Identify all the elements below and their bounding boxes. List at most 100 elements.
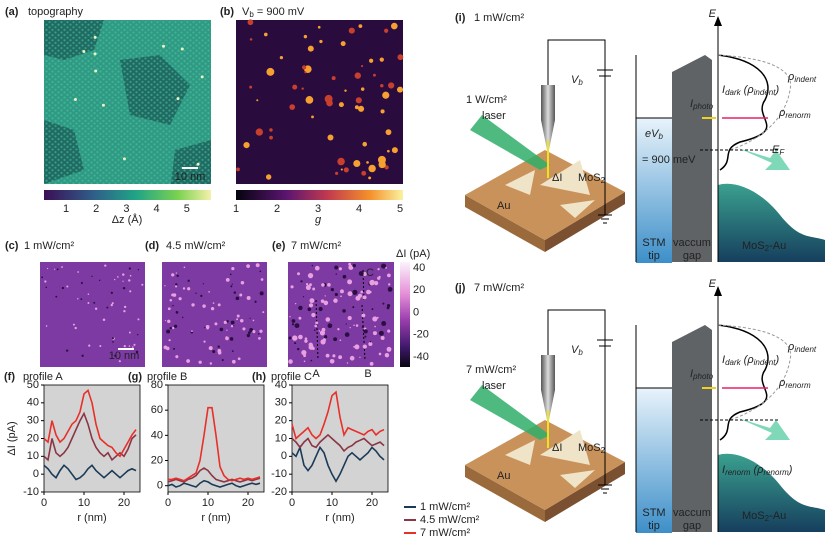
- colorbar-label: Δz (Å): [112, 213, 143, 226]
- bright-spot: [397, 54, 404, 61]
- laser-power: 7 mW/cm²: [466, 364, 516, 376]
- noise-spot: [212, 302, 215, 304]
- text-part: V: [242, 6, 250, 18]
- tip-band: [636, 118, 672, 263]
- subscript: F: [779, 148, 785, 157]
- y-tick-label: 60: [151, 404, 163, 416]
- noise-spot: [114, 278, 116, 281]
- data-line: [167, 479, 261, 488]
- noise-spot: [110, 291, 113, 294]
- noise-spot: [365, 346, 368, 348]
- noise-spot: [301, 349, 307, 356]
- noise-spot: [236, 318, 239, 321]
- noise-spot: [347, 316, 352, 321]
- bright-spot: [380, 109, 385, 114]
- subscript: b: [578, 348, 583, 357]
- bright-spot: [301, 87, 304, 90]
- noise-spot: [363, 329, 368, 334]
- noise-spot: [225, 277, 230, 282]
- noise-spot: [123, 310, 126, 313]
- panel-title: 4.5 mW/cm²: [166, 240, 226, 252]
- bright-spot: [343, 167, 349, 173]
- noise-spot: [259, 329, 263, 333]
- noise-spot: [44, 280, 47, 283]
- noise-spot: [174, 285, 178, 288]
- noise-spot: [360, 290, 364, 294]
- noise-spot: [169, 326, 172, 330]
- noise-spot: [129, 274, 132, 277]
- noise-spot: [249, 317, 251, 319]
- dos-indent: [717, 54, 792, 151]
- text-part: E: [772, 144, 780, 156]
- chart-title: profile A: [23, 371, 63, 383]
- noise-spot: [260, 278, 264, 281]
- noise-spot: [136, 333, 139, 336]
- text-part: (ρ: [741, 354, 754, 366]
- noise-spot: [198, 360, 202, 364]
- laser-power: 1 W/cm²: [466, 94, 507, 106]
- noise-spot: [291, 323, 295, 326]
- noise-spot: [167, 319, 171, 324]
- current-label: ΔI: [552, 442, 562, 454]
- x-axis-label: r (nm): [201, 512, 230, 524]
- noise-spot: [374, 325, 376, 328]
- colorbar-a: [44, 190, 211, 200]
- noise-spot: [191, 330, 193, 332]
- bright-spot: [386, 149, 390, 153]
- noise-spot: [346, 362, 349, 364]
- bias-energy: eVb: [645, 128, 663, 141]
- noise-spot: [342, 274, 347, 279]
- region-label: vaccum: [673, 237, 711, 249]
- x-tick-label: 20: [242, 497, 254, 509]
- noise-spot: [311, 264, 314, 267]
- noise-spot: [255, 263, 260, 268]
- laser-beam: [470, 385, 550, 440]
- noise-spot: [294, 342, 297, 345]
- colorbar-tick: 0: [413, 306, 419, 318]
- y-tick-label: 40: [151, 429, 163, 441]
- y-axis-label: ΔI (pA): [6, 421, 18, 455]
- noise-spot: [164, 319, 167, 322]
- bright-spot: [391, 147, 398, 154]
- noise-spot: [372, 316, 378, 322]
- noise-spot: [382, 302, 385, 305]
- bright-spot: [340, 41, 346, 47]
- y-tick-label: 20: [151, 454, 163, 466]
- text-part: I: [690, 368, 693, 380]
- bright-spot: [384, 28, 389, 33]
- rho-indent: ρindent: [787, 341, 817, 354]
- noise-spot: [333, 337, 338, 342]
- noise-spot: [339, 268, 341, 271]
- noise-spot: [54, 268, 56, 270]
- noise-spot: [209, 362, 213, 365]
- photo-arrow: [738, 148, 790, 170]
- noise-spot: [259, 270, 262, 273]
- noise-spot: [172, 326, 175, 330]
- y-tick-label: 0: [281, 450, 287, 462]
- bright-spot: [368, 164, 376, 173]
- noise-spot: [61, 286, 65, 290]
- noise-spot: [65, 349, 69, 352]
- noise-spot: [369, 280, 375, 286]
- noise-spot: [172, 304, 174, 307]
- bright-adatom: [122, 157, 126, 161]
- noise-spot: [288, 359, 293, 364]
- noise-spot: [80, 298, 83, 300]
- colorbar-tick: 5: [184, 203, 190, 215]
- noise-spot: [305, 285, 311, 291]
- noise-spot: [229, 273, 232, 276]
- y-tick-label: 0: [33, 468, 39, 480]
- bright-spot: [255, 128, 263, 136]
- chart-title: profile B: [147, 371, 187, 383]
- substrate-top: [465, 150, 625, 240]
- text-part: ): [773, 84, 779, 96]
- rho-renorm: ρrenorm: [778, 377, 811, 390]
- subscript: 2: [601, 176, 606, 185]
- noise-spot: [289, 316, 291, 318]
- subscript: b: [578, 78, 583, 87]
- noise-spot: [175, 283, 178, 286]
- material-label: Au: [497, 470, 510, 482]
- data-line: [43, 388, 137, 458]
- noise-spot: [349, 355, 355, 361]
- colorbar-tick: -40: [413, 351, 429, 363]
